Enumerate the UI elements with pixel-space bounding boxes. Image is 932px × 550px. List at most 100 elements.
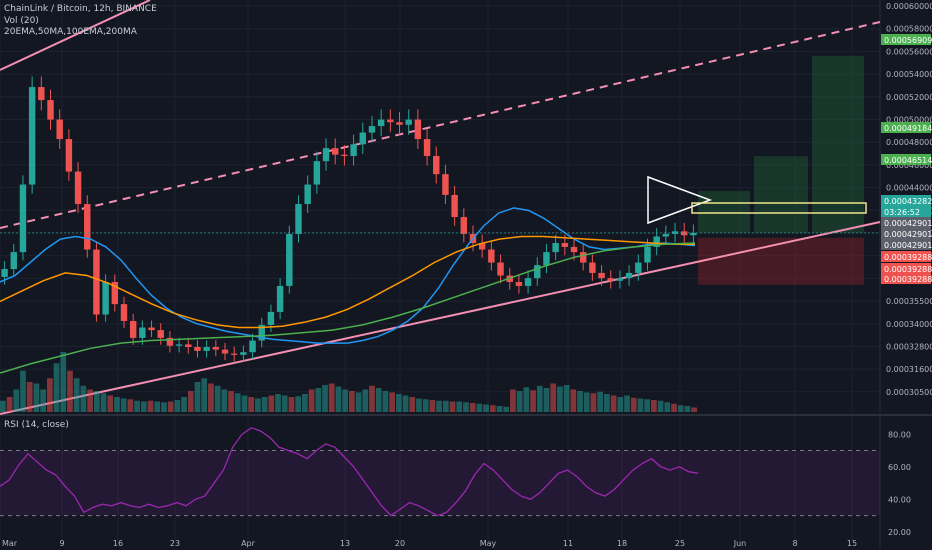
candle-body-32 — [295, 204, 302, 234]
volume-bar-39 — [261, 397, 268, 412]
candle-body-20 — [185, 344, 192, 348]
candle-body-63 — [579, 252, 587, 263]
volume-bar-9 — [60, 352, 67, 412]
candle-body-57 — [524, 278, 532, 286]
volume-bar-80 — [536, 385, 543, 412]
candle-body-65 — [598, 272, 605, 279]
candle-body-12 — [111, 282, 119, 305]
volume-bar-75 — [503, 406, 510, 412]
volume-bar-67 — [449, 401, 456, 412]
x-tick-13: 15 — [847, 539, 857, 548]
volume-bar-31 — [208, 383, 214, 412]
volume-bar-49 — [328, 383, 335, 412]
candle-body-54 — [497, 262, 504, 276]
volume-bar-97 — [651, 400, 657, 412]
candle-body-22 — [203, 347, 210, 351]
price-tag-0: 0.00056909 — [884, 36, 932, 45]
candle-body-71 — [653, 236, 660, 247]
price-tag-bg-10 — [881, 273, 931, 284]
volume-bar-65 — [436, 400, 442, 412]
price-tag-bg-4 — [881, 206, 931, 217]
volume-bar-59 — [395, 394, 402, 412]
volume-bar-84 — [563, 385, 570, 412]
target-zone-3 — [812, 55, 864, 233]
candle-body-60 — [552, 243, 559, 253]
candle-body-40 — [368, 126, 376, 133]
y-tick-14: 0.00034000 — [886, 320, 932, 329]
volume-bar-1 — [6, 397, 13, 412]
price-tag-8: 0.00039288 — [884, 253, 932, 262]
volume-bar-28 — [187, 391, 194, 412]
rsi-legend[interactable]: RSI (14, close) — [4, 420, 69, 430]
volume-bar-38 — [255, 398, 261, 412]
time-axis[interactable]: Mar 9 16 23 Apr 13 20 May 11 18 25 Jun 8 15 — [2, 539, 857, 548]
volume-bar-70 — [469, 403, 476, 412]
y-tick-13: 0.00035500 — [886, 297, 932, 306]
volume-bar-73 — [489, 405, 496, 412]
volume-bar-62 — [416, 398, 422, 412]
volume-bar-47 — [315, 388, 322, 412]
price-tag-bg-2 — [881, 154, 931, 165]
volume-bar-101 — [677, 405, 684, 412]
candle-body-3 — [28, 87, 36, 185]
price-candles — [1, 76, 697, 362]
volume-bar-100 — [671, 403, 677, 412]
candle-body-34 — [313, 161, 321, 185]
candle-body-23 — [212, 347, 220, 350]
candle-body-5 — [47, 100, 54, 120]
volume-bar-103 — [691, 407, 697, 412]
volume-bar-64 — [429, 400, 436, 412]
candle-body-66 — [607, 278, 614, 281]
volume-bar-93 — [624, 395, 630, 412]
volume-bar-68 — [456, 401, 463, 412]
y-tick-4: 0.00052000 — [886, 93, 932, 102]
candle-body-8 — [74, 171, 82, 205]
volume-bar-41 — [275, 394, 281, 412]
volume-bar-102 — [684, 406, 691, 412]
volume-bar-29 — [194, 382, 201, 412]
volume-bar-86 — [577, 391, 583, 412]
price-tag-bg-8 — [881, 251, 931, 262]
volume-bar-11 — [73, 378, 80, 412]
moving-averages — [0, 207, 696, 374]
candle-body-49 — [451, 194, 458, 218]
volume-bar-51 — [342, 389, 348, 412]
volume-bar-16 — [107, 395, 114, 412]
candle-body-69 — [635, 262, 642, 273]
candle-body-2 — [19, 184, 27, 253]
volume-bar-78 — [523, 387, 530, 412]
price-tag-4: 03:26:52 — [884, 208, 920, 217]
candle-body-19 — [175, 344, 183, 346]
price-tag-bg-3 — [881, 195, 931, 206]
volume-bar-36 — [241, 395, 248, 412]
symbol-legend[interactable]: ChainLink / Bitcoin, 12h, BINANCE — [4, 4, 157, 14]
candle-body-61 — [561, 243, 569, 247]
volume-bar-58 — [389, 392, 395, 412]
volume-bar-5 — [33, 383, 40, 412]
x-tick-12: 8 — [792, 539, 797, 548]
ma-legend[interactable]: 20EMA,50MA,100EMA,200MA — [4, 27, 137, 37]
candle-body-21 — [194, 347, 201, 351]
volume-bar-52 — [349, 391, 355, 412]
candle-body-72 — [662, 233, 670, 237]
x-tick-5: 13 — [340, 539, 350, 548]
candle-body-36 — [332, 148, 339, 155]
price-axis[interactable]: 0.00060000 0.00058000 0.00056000 0.00054000… — [881, 2, 932, 537]
volume-bar-48 — [322, 385, 328, 412]
volume-legend[interactable]: Vol (20) — [4, 16, 39, 26]
volume-bar-34 — [228, 391, 234, 412]
volume-bar-82 — [550, 383, 557, 412]
candle-body-16 — [148, 327, 155, 331]
candle-body-13 — [120, 304, 128, 322]
volume-bar-30 — [201, 378, 208, 412]
candle-body-45 — [414, 119, 422, 140]
volume-bar-85 — [570, 389, 577, 412]
candle-body-14 — [129, 321, 137, 338]
candle-body-44 — [405, 119, 412, 125]
rsi-y-tick-1: 60.00 — [888, 463, 911, 472]
ma50-line — [0, 235, 695, 329]
volume-bar-27 — [181, 397, 187, 412]
rsi-y-tick-2: 40.00 — [888, 495, 911, 504]
volume-bar-13 — [87, 389, 93, 412]
